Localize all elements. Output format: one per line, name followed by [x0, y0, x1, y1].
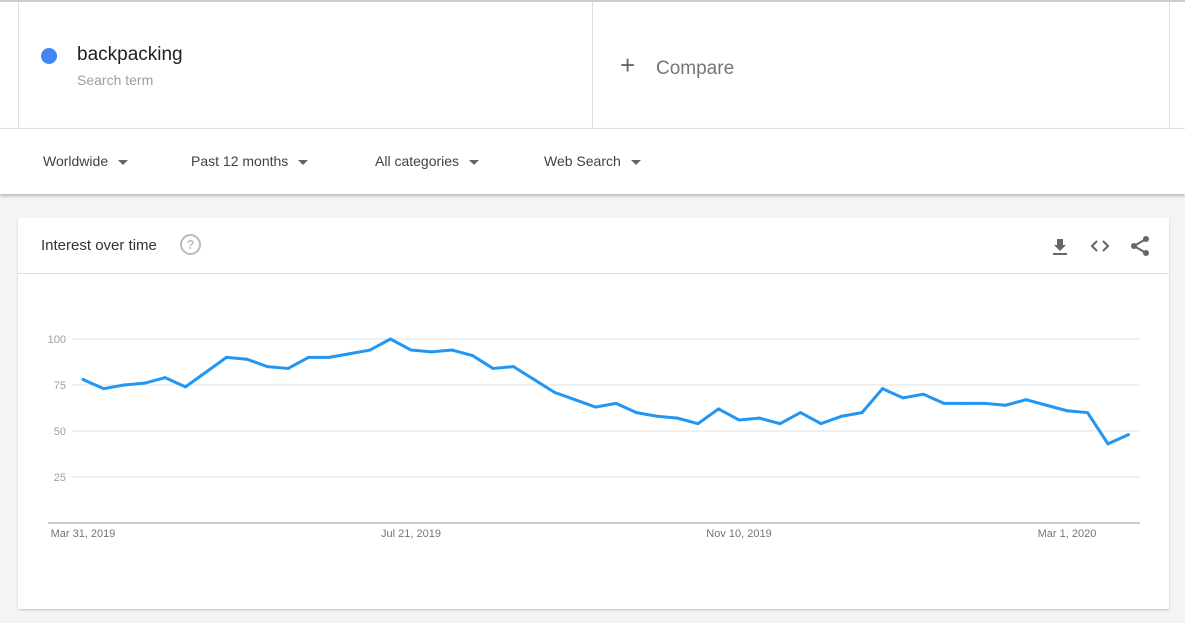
x-tick-label: Mar 1, 2020: [1038, 528, 1097, 540]
data-point: [143, 381, 146, 385]
data-point: [594, 405, 597, 409]
card-divider: [18, 273, 1169, 274]
data-point: [1065, 409, 1069, 413]
caret-down-icon: [298, 159, 309, 165]
filter-label: Past 12 months: [191, 153, 289, 169]
search-term-color-dot: [41, 48, 57, 64]
compare-label: Compare: [656, 58, 735, 79]
data-point: [532, 377, 536, 381]
data-point: [389, 337, 392, 341]
caret-down-icon: [118, 159, 129, 165]
data-point: [409, 348, 413, 352]
data-point: [1106, 442, 1110, 446]
data-point: [963, 401, 966, 405]
data-point: [614, 401, 618, 405]
search-term-card[interactable]: backpacking Search term: [18, 2, 593, 130]
region-filter[interactable]: Worldwide: [43, 153, 129, 169]
time-range-filter[interactable]: Past 12 months: [191, 153, 309, 169]
data-point: [225, 355, 228, 359]
data-point: [942, 401, 946, 405]
filter-label: All categories: [375, 153, 460, 169]
data-point: [1045, 403, 1048, 407]
data-point: [81, 377, 85, 381]
caret-down-icon: [630, 159, 641, 165]
data-point: [778, 422, 782, 426]
interest-over-time-card: Interest over time ?: [18, 218, 1169, 609]
data-point: [471, 354, 474, 358]
data-point: [184, 385, 187, 389]
search-term-subtitle: Search term: [77, 72, 154, 88]
x-tick-label: Mar 31, 2019: [51, 528, 116, 540]
filter-label: Web Search: [544, 153, 621, 169]
data-point: [655, 414, 659, 418]
data-point: [881, 387, 884, 391]
download-icon[interactable]: [1048, 234, 1072, 258]
data-point: [122, 383, 126, 387]
data-point: [635, 411, 638, 415]
data-point: [676, 416, 679, 420]
data-point: [368, 348, 372, 352]
data-point: [553, 390, 556, 394]
data-point: [491, 366, 495, 370]
series-line: [82, 337, 1130, 446]
embed-code-icon[interactable]: [1088, 234, 1112, 258]
x-tick-label: Jul 21, 2019: [381, 528, 441, 540]
data-point: [102, 387, 105, 391]
data-point: [1024, 398, 1028, 402]
data-point: [266, 365, 269, 369]
data-point: [1127, 433, 1130, 437]
data-point: [860, 411, 864, 415]
search-terms-bar: backpacking Search term + Compare: [0, 0, 1185, 130]
data-point: [430, 350, 433, 354]
data-point: [1086, 411, 1089, 415]
y-tick-label: 50: [54, 426, 66, 438]
help-icon[interactable]: ?: [180, 234, 201, 255]
y-tick-label: 75: [54, 380, 66, 392]
category-filter[interactable]: All categories: [375, 153, 480, 169]
data-point: [737, 418, 741, 422]
data-point: [327, 355, 331, 359]
data-point: [286, 366, 290, 370]
data-point: [922, 392, 925, 396]
data-point: [307, 355, 310, 359]
data-point: [450, 348, 454, 352]
data-point: [163, 376, 167, 380]
y-tick-label: 100: [48, 334, 66, 346]
data-point: [245, 357, 249, 361]
interest-line-chart: 25 50 75 100 Mar 31, 2019 Jul 21, 2019 Nov 10,…: [48, 334, 1140, 540]
share-icon[interactable]: [1128, 234, 1152, 258]
data-point: [717, 407, 720, 411]
data-point: [983, 401, 987, 405]
plus-icon: +: [620, 50, 636, 80]
data-point: [819, 422, 823, 426]
filter-label: Worldwide: [43, 153, 109, 169]
data-point: [204, 370, 208, 374]
x-tick-label: Nov 10, 2019: [706, 528, 771, 540]
search-type-filter[interactable]: Web Search: [544, 153, 641, 169]
y-tick-label: 25: [54, 472, 66, 484]
caret-down-icon: [469, 159, 480, 165]
compare-button[interactable]: + Compare: [593, 2, 1170, 130]
data-point: [1004, 403, 1007, 407]
data-point: [758, 416, 761, 420]
data-point: [901, 396, 905, 400]
data-point: [696, 422, 700, 426]
data-point: [840, 414, 843, 418]
data-point: [573, 398, 577, 402]
filter-bar: Worldwide Past 12 months All categories …: [0, 128, 1185, 194]
data-point: [512, 365, 515, 369]
search-term-name[interactable]: backpacking: [77, 44, 183, 65]
card-title: Interest over time: [41, 237, 157, 254]
data-point: [348, 352, 351, 356]
data-point: [799, 411, 802, 415]
